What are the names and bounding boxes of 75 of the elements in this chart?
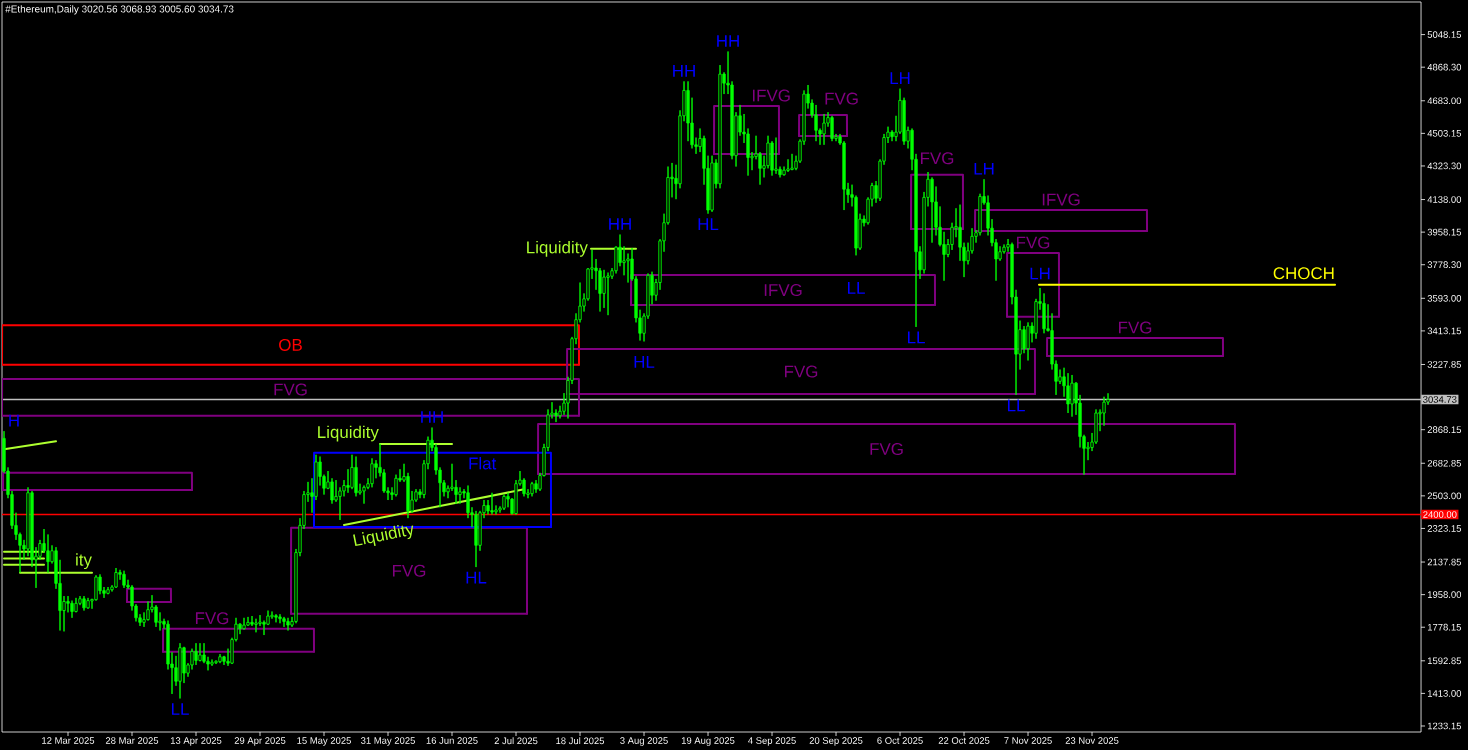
text: HH: [609, 218, 631, 230]
text: HL: [698, 218, 719, 230]
x-tick-label: 3 Aug 2025: [620, 737, 668, 746]
text: LL: [847, 282, 865, 294]
y-tick-label: 2323.15: [1427, 525, 1462, 532]
y-tick-label: 3958.15: [1427, 228, 1462, 236]
x-tick-label: 7 Nov 2025: [1004, 737, 1052, 744]
x-tick-label: 6 Oct 2025: [877, 737, 923, 744]
text: H: [9, 414, 19, 427]
y-tick-label: 2137.85: [1427, 558, 1462, 566]
x-tick-label: 18 Jul 2025: [556, 737, 605, 745]
x-tick-label: 13 Apr 2025: [170, 737, 222, 746]
y-tick-label: 1958.00: [1427, 591, 1462, 598]
text: HH: [421, 411, 443, 423]
series-label: CHOCH: [1273, 267, 1334, 280]
text: Liquidity: [353, 525, 414, 547]
x-tick-label: 20 Sep 2025: [809, 737, 863, 746]
text: HL: [466, 571, 487, 584]
y-tick-label: 1778.15: [1427, 623, 1462, 631]
series-label: Liquidity: [318, 425, 379, 442]
series-label: FVG: [825, 92, 858, 105]
series-label: FVG: [1119, 321, 1152, 334]
series-label: FVG: [785, 365, 818, 378]
y-tick-label: 4323.30: [1427, 162, 1462, 170]
x-tick-label: 28 Mar 2025: [105, 737, 159, 744]
series-label: FVG: [195, 612, 229, 625]
text: LH: [890, 72, 910, 84]
x-tick-label: 2 Jul 2025: [494, 737, 538, 745]
series-label: OB: [279, 338, 302, 351]
y-tick-label: 2682.85: [1427, 459, 1462, 467]
x-tick-label: 23 Nov 2025: [1065, 737, 1119, 744]
x-tick-label: 29 Apr 2025: [234, 737, 286, 746]
y-tick-label: 4868.30: [1427, 63, 1462, 71]
series-label: FVG: [1017, 236, 1050, 249]
y-tick-label: 3593.00: [1427, 294, 1462, 302]
x-tick-label: 4 Sep 2025: [748, 737, 796, 746]
text: LL: [907, 331, 925, 344]
text: HL: [634, 356, 655, 368]
y-tick-label: 3227.85: [1427, 361, 1462, 368]
text: LL: [171, 703, 189, 715]
y-tick-label: 2503.00: [1427, 492, 1462, 500]
y-tick-label: 3413.15: [1427, 327, 1462, 335]
series-label: IFVG: [752, 89, 790, 102]
text: HH: [717, 35, 739, 47]
y-tick-label: 3778.30: [1427, 261, 1462, 269]
text: FVG: [392, 564, 426, 577]
series-label: IFVG: [764, 284, 802, 297]
text: LL: [1008, 399, 1025, 412]
x-tick-label: 15 May 2025: [297, 737, 351, 746]
series-label: ity: [76, 553, 92, 570]
x-tick-label: 31 May 2025: [361, 737, 415, 746]
x-tick-label: 16 Jun 2025: [426, 737, 478, 744]
text: LH: [974, 162, 994, 175]
series-label: Liquidity: [527, 240, 588, 257]
ref-line-label: 2400.00: [1423, 511, 1457, 518]
series-label: FVG: [274, 383, 307, 396]
y-tick-label: 4683.00: [1427, 97, 1462, 105]
y-tick-label: 1592.85: [1427, 657, 1462, 665]
y-tick-label: 2868.15: [1427, 426, 1462, 434]
series-label: IFVG: [1042, 193, 1080, 206]
x-tick-label: 12 Mar 2025: [42, 737, 95, 744]
chart-title: #Ethereum,Daily 3020.56 3068.93 3005.60 3034.73: [5, 5, 234, 15]
series-label: Flat: [469, 457, 497, 470]
y-tick-label: 4138.00: [1427, 196, 1462, 203]
ref-line-label: 3034.73: [1423, 396, 1457, 403]
text: HH: [673, 65, 695, 77]
series-label: FVG: [921, 152, 954, 165]
y-tick-label: 4503.15: [1427, 130, 1462, 137]
x-tick-label: 22 Oct 2025: [938, 737, 990, 744]
y-tick-label: 5048.15: [1427, 31, 1462, 38]
text: LH: [1030, 267, 1050, 280]
x-tick-label: 19 Aug 2025: [681, 737, 735, 746]
y-tick-label: 1413.00: [1427, 690, 1462, 697]
y-tick-label: 1233.15: [1427, 722, 1462, 730]
series-label: FVG: [870, 443, 903, 456]
